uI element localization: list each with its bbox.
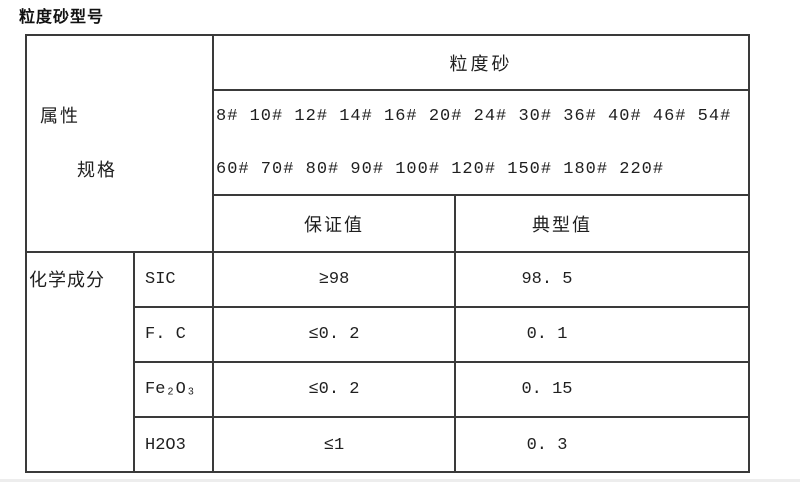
window-bottom-edge xyxy=(0,479,800,482)
typical-value-h2o3: 0. 3 xyxy=(456,418,748,473)
guaranteed-value-sic: ≥98 xyxy=(214,253,456,308)
guaranteed-value: ≥98 xyxy=(318,270,350,289)
guaranteed-value: ≤0. 2 xyxy=(308,325,360,344)
spec-label: 规格 xyxy=(77,160,117,180)
typical-value-fe2o3: 0. 15 xyxy=(456,363,748,418)
grit-sizes-line1: 8# 10# 12# 14# 16# 20# 24# 30# 36# 40# 4… xyxy=(216,106,732,126)
grit-sizes-cell: 8# 10# 12# 14# 16# 20# 24# 30# 36# 40# 4… xyxy=(214,91,748,196)
component-label-h2o3: H2O3 xyxy=(135,418,214,473)
page-title: 粒度砂型号 xyxy=(19,9,105,26)
typical-value-label: 典型值 xyxy=(532,214,592,235)
typical-value: 98. 5 xyxy=(521,270,573,289)
attribute-label: 属性 xyxy=(40,106,80,126)
component-name: Fe₂O₃ xyxy=(145,380,197,399)
typical-value: 0. 3 xyxy=(526,436,568,455)
typical-value-fc: 0. 1 xyxy=(456,308,748,363)
typical-value: 0. 15 xyxy=(521,380,573,399)
guaranteed-value-label: 保证值 xyxy=(304,214,364,235)
guaranteed-value: ≤1 xyxy=(323,436,345,455)
attribute-spec-header-cell: 属性 规格 xyxy=(27,36,214,253)
guaranteed-value-fc: ≤0. 2 xyxy=(214,308,456,363)
component-name: SIC xyxy=(145,270,176,289)
component-name: F. C xyxy=(145,325,186,344)
guaranteed-value-fe2o3: ≤0. 2 xyxy=(214,363,456,418)
grit-sizes-line2: 60# 70# 80# 90# 100# 120# 150# 180# 220# xyxy=(216,159,665,179)
section-label: 化学成分 xyxy=(29,270,105,290)
guaranteed-value-h2o3: ≤1 xyxy=(214,418,456,473)
component-name: H2O3 xyxy=(145,436,186,455)
product-header-cell: 粒度砂 xyxy=(214,36,748,91)
typical-value: 0. 1 xyxy=(526,325,568,344)
typical-value-sic: 98. 5 xyxy=(456,253,748,308)
guaranteed-value: ≤0. 2 xyxy=(308,380,360,399)
section-chemical-composition: 化学成分 xyxy=(27,253,135,473)
guaranteed-value-header: 保证值 xyxy=(214,196,456,253)
spec-table: 属性 规格 粒度砂 8# 10# 12# 14# 16# 20# 24# 30#… xyxy=(25,34,750,473)
typical-value-header: 典型值 xyxy=(456,196,748,253)
component-label-fe2o3: Fe₂O₃ xyxy=(135,363,214,418)
component-label-sic: SIC xyxy=(135,253,214,308)
component-label-fc: F. C xyxy=(135,308,214,363)
product-label: 粒度砂 xyxy=(449,53,513,74)
